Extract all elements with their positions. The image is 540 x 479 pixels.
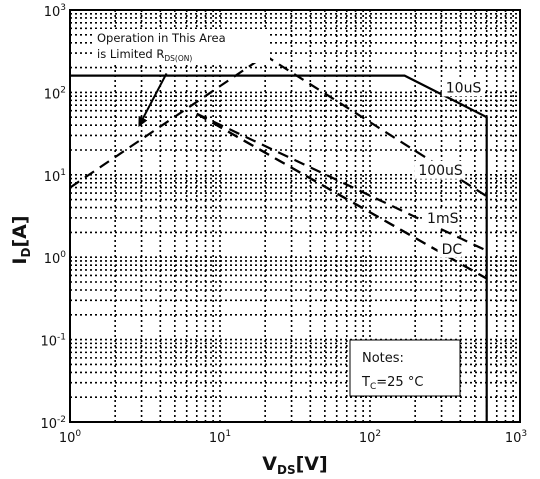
y-tick-exponent: -2 (57, 415, 66, 425)
curve-label-1ms-bg (423, 209, 457, 228)
x-tick-label: 102 (359, 429, 381, 446)
annotation-line2-sub: DS(ON) (164, 54, 192, 63)
y-tick-label: 10-1 (40, 333, 66, 350)
plot-frame (69, 9, 521, 423)
x-tick-label: 101 (209, 429, 231, 446)
x-tick-label: 100 (59, 429, 82, 446)
y-tick-exponent: 0 (60, 250, 66, 260)
y-tick-label: 10-2 (40, 415, 66, 432)
y-tick-base: 10 (44, 5, 61, 20)
y-tick-exponent: 2 (60, 85, 66, 95)
y-tick-exponent: -1 (57, 333, 66, 343)
y-axis-title: ID[A] (9, 215, 33, 264)
curve-label-100us: 100uS (418, 163, 463, 179)
x-tick-exponent: 3 (521, 429, 527, 439)
notes-title: Notes: (362, 351, 404, 366)
x-tick-base: 10 (59, 431, 76, 446)
curve-label-dc-bg (437, 239, 462, 258)
x-tick-base: 10 (505, 431, 522, 446)
y-axis-title-main: I (9, 257, 31, 264)
annotation-line2: is Limited RDS(ON) (97, 47, 192, 63)
annotation: Operation in This Area is Limited RDS(ON… (94, 29, 270, 127)
x-axis-title: VDS[V] (262, 453, 327, 477)
notes-t-rest: =25 °C (376, 375, 423, 390)
x-tick-exponent: 1 (225, 429, 231, 439)
notes-box-frame (349, 339, 461, 397)
x-tick-exponent: 0 (75, 429, 81, 439)
x-axis-title-main: V (262, 453, 277, 475)
y-tick-base: 10 (44, 252, 61, 267)
y-tick-exponent: 3 (60, 3, 66, 13)
y-tick-label: 102 (44, 85, 66, 102)
annotation-bg (94, 29, 270, 63)
curve-label-1ms: 1mS (427, 211, 459, 227)
notes-t-sub: C (370, 382, 376, 392)
notes-t-main: T (361, 375, 370, 390)
y-tick-exponent: 1 (60, 168, 66, 178)
x-axis-title-sub: DS (277, 463, 296, 477)
grid (70, 10, 520, 422)
curve-label-10us: 10uS (446, 80, 482, 96)
annotation-line2-main: is Limited R (97, 47, 164, 61)
y-tick-label: 101 (44, 168, 66, 185)
y-tick-base: 10 (44, 87, 61, 102)
y-axis-title-sub: D (19, 247, 33, 257)
y-tick-label: 100 (44, 250, 67, 267)
curve-labels: 10uS 100uS 1mS DC (414, 78, 484, 258)
x-tick-labels: 100 101 102 103 (59, 429, 527, 446)
x-tick-label: 103 (505, 429, 527, 446)
annotation-line1: Operation in This Area (97, 31, 226, 45)
annotation-arrow (138, 72, 168, 127)
y-tick-base: 10 (44, 170, 61, 185)
x-tick-exponent: 2 (375, 429, 381, 439)
curve-label-100us-bg (414, 160, 466, 179)
y-tick-base: 10 (40, 335, 57, 350)
y-tick-base: 10 (40, 417, 57, 432)
x-tick-base: 10 (209, 431, 226, 446)
y-tick-label: 103 (44, 3, 66, 20)
x-axis-title-unit: [V] (296, 453, 328, 475)
x-tick-base: 10 (359, 431, 376, 446)
notes-temperature: TC=25 °C (361, 375, 423, 392)
curve-label-dc: DC (442, 242, 463, 258)
notes-box: Notes: TC=25 °C (349, 339, 461, 397)
curve-label-10us-bg (441, 78, 484, 97)
y-axis-title-unit: [A] (9, 215, 31, 247)
